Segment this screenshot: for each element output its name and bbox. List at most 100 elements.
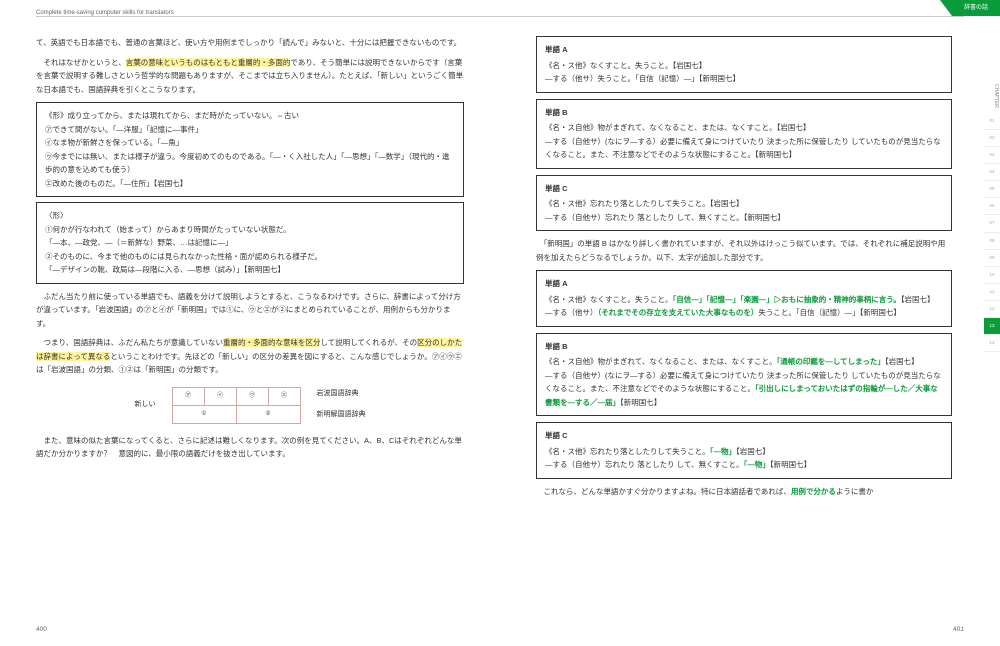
text: 【岩国七】	[885, 357, 919, 366]
line: ㋒今までには無い、または様子が違う。今度初めてのものである。「―・く入社した人」…	[45, 150, 455, 177]
chapter-tab[interactable]: 05	[984, 181, 1000, 198]
added-text: 「通帳の印鑑を―してしまった」	[777, 357, 885, 366]
chapter-tab[interactable]: 02	[984, 130, 1000, 147]
chapter-tab[interactable]: 03	[984, 147, 1000, 164]
cell: ①	[172, 405, 236, 423]
definition-box-1: 《形》成り立ってから、または現れてから、まだ時がたっていない。⇔古い ㋐できて間…	[36, 102, 464, 197]
line: 《形》成り立ってから、または現れてから、まだ時がたっていない。⇔古い	[45, 109, 455, 123]
label: 岩波国語辞典	[317, 388, 366, 401]
line: ―する（自他サ）(なにヲ―する）必要に備えて身につけていたり 決まった所に保管し…	[545, 135, 943, 162]
chapter-label: 辞書の話	[952, 0, 1000, 16]
line: ―する（他サ）（それまでその存立を支えていた大事なものを）失うこと。「自信（記憶…	[545, 306, 943, 320]
chapter-tab[interactable]: 04	[984, 164, 1000, 181]
line: 《名・ス他》忘れたり落としたりして失うこと。「―物」【岩国七】	[545, 445, 943, 459]
page-number: 400	[36, 624, 47, 636]
box-title: 単語 C	[545, 429, 943, 443]
chapter-heading: CHAPTER	[984, 80, 1000, 112]
chapter-tab[interactable]: 06	[984, 198, 1000, 215]
added-text: 「自信―」「記憶―」「楽園―」▷おもに抽象的・精神的事柄に言う。	[673, 295, 901, 304]
highlighted-text: 言葉の意味というものはもともと重層的・多面的	[126, 58, 291, 67]
paragraph: これなら、どんな単語かすぐ分かりますよね。特に日本語話者であれば、用例で分かるよ…	[536, 485, 952, 499]
line: ―する（自他サ）忘れたり 落としたり して、無くすこと。【新明国七】	[545, 211, 943, 225]
box-title: 単語 C	[545, 182, 943, 196]
running-header-left: Complete time-saving computer skills for…	[36, 8, 174, 19]
chapter-tab[interactable]: 14	[984, 335, 1000, 352]
chapter-tab[interactable]: 11	[984, 284, 1000, 301]
paragraph: ふだん当たり前に使っている単語でも、語義を分けて説明しようとすると、こうなるわけ…	[36, 290, 464, 331]
word-box-a2: 単語 A 《名・ス他》なくすこと。失うこと。「自信―」「記憶―」「楽園―」▷おも…	[536, 270, 952, 327]
chapter-tab[interactable]: 08	[984, 233, 1000, 250]
left-page: Complete time-saving computer skills for…	[0, 0, 500, 646]
line: 《名・ス自他》物がまぎれて、なくなること、または、なくすこと。「通帳の印鑑を―し…	[545, 355, 943, 369]
line: 〈形〉	[45, 209, 455, 223]
header-rule	[36, 16, 500, 17]
highlighted-text: 重層的・多面的な意味を区分	[223, 338, 321, 347]
added-text: 「―物」	[710, 447, 736, 456]
paragraph: つまり、国語辞典は、ふだん私たちが意識していない重層的・多面的な意味を区分して説…	[36, 336, 464, 377]
line: 《名・ス他》なくすこと。失うこと。【岩国七】	[545, 59, 943, 73]
chapter-tabs: CHAPTER 0102030405060708091011121314	[984, 80, 1000, 352]
page-number: 401	[953, 624, 964, 636]
cell: ②	[236, 405, 300, 423]
definition-boxes: 《形》成り立ってから、または現れてから、まだ時がたっていない。⇔古い ㋐できて間…	[36, 102, 464, 284]
text: 《名・ス自他》物がまぎれて、なくなること、または、なくすこと。	[545, 357, 777, 366]
line: ―する（他サ）失うこと。「自信（記憶）―」【新明国七】	[545, 72, 943, 86]
diagram-label-left: 新しい	[135, 399, 156, 412]
chapter-tab[interactable]: 09	[984, 250, 1000, 267]
text: 【岩国七】	[901, 295, 935, 304]
diagram-table: ㋐㋑㋒㋓ ①②	[172, 387, 301, 424]
text: つまり、国語辞典は、ふだん私たちが意識していない	[36, 338, 223, 347]
line: ㋐できて間がない。「―洋服」「記憶に―事件」	[45, 123, 455, 137]
left-content: て、英語でも日本語でも、普通の言葉ほど、使い方や用例までしっかり「読んで」みない…	[36, 36, 464, 461]
box-title: 単語 B	[545, 106, 943, 120]
text: ―する（他サ）	[545, 308, 598, 317]
chapter-tab[interactable]: 01	[984, 113, 1000, 130]
classification-diagram: 新しい ㋐㋑㋒㋓ ①② 岩波国語辞典 新明解国語辞典	[36, 387, 464, 424]
text: 《名・ス他》なくすこと。失うこと。	[545, 295, 673, 304]
cell: ㋐	[172, 387, 204, 405]
paragraph: て、英語でも日本語でも、普通の言葉ほど、使い方や用例までしっかり「読んで」みない…	[36, 36, 464, 50]
word-box-c2: 単語 C 《名・ス他》忘れたり落としたりして失うこと。「―物」【岩国七】 ―する…	[536, 422, 952, 479]
text: それはなぜかというと、	[36, 58, 126, 67]
cell: ㋑	[204, 387, 236, 405]
text: 【新明国七】	[770, 460, 811, 469]
chapter-tab[interactable]: 13	[984, 318, 1000, 335]
text: 【新明国七】	[620, 398, 661, 407]
text: ―する（自他サ）忘れたり 落としたり して、無くすこと。	[545, 460, 744, 469]
paragraph: 「新明国」の単語 B はかなり詳しく書かれていますが、それ以外はけっこう似ていま…	[536, 237, 952, 264]
cell: ㋓	[268, 387, 300, 405]
line: ①何かが行なわれて（始まって）からあまり時間がたっていない状態だ。	[45, 223, 455, 237]
right-content: 単語 A 《名・ス他》なくすこと。失うこと。【岩国七】 ―する（他サ）失うこと。…	[536, 36, 964, 498]
box-title: 単語 B	[545, 340, 943, 354]
chapter-tab[interactable]: 10	[984, 267, 1000, 284]
text: 《名・ス他》忘れたり落としたりして失うこと。	[545, 447, 710, 456]
line: ―する（自他サ）忘れたり 落としたり して、無くすこと。「―物」【新明国七】	[545, 458, 943, 472]
chapter-tab[interactable]: 12	[984, 301, 1000, 318]
cell: ㋒	[236, 387, 268, 405]
paragraph: それはなぜかというと、言葉の意味というものはもともと重層的・多面的であり、そう簡…	[36, 56, 464, 97]
chapter-tab[interactable]: 07	[984, 215, 1000, 232]
line: ㋓改めた後のものだ。「―住所」【岩国七】	[45, 177, 455, 191]
header-rule	[500, 16, 964, 17]
line: 《名・ス他》忘れたり落としたりして失うこと。【岩国七】	[545, 197, 943, 211]
line: 「―デザインの靴、政局は―段階に入る、―思想（試み）」【新明国七】	[45, 263, 455, 277]
text: ように書か	[836, 487, 874, 496]
text: 失うこと。「自信（記憶）―」【新明国七】	[758, 308, 901, 317]
diagram-labels-right: 岩波国語辞典 新明解国語辞典	[317, 388, 366, 421]
line: ―する（自他サ）(なにヲ―する）必要に備えて身につけていたり 決まった所に保管し…	[545, 369, 943, 410]
label: 新明解国語辞典	[317, 409, 366, 422]
word-box-a: 単語 A 《名・ス他》なくすこと。失うこと。【岩国七】 ―する（他サ）失うこと。…	[536, 36, 952, 93]
text: 【岩国七】	[736, 447, 770, 456]
line: 《名・ス自他》物がまぎれて、なくなること、または、なくすこと。【岩国七】	[545, 121, 943, 135]
line: 「―本、―政党、―（＝新鮮な）野菜、…は記憶に―」	[45, 236, 455, 250]
highlighted-text: 用例で分かる	[791, 487, 836, 496]
paragraph: また、意味の似た言葉になってくると、さらに記述は難しくなります。次の例を見てくだ…	[36, 434, 464, 461]
text: して説明してくれるが、その	[320, 338, 417, 347]
definition-box-2: 〈形〉 ①何かが行なわれて（始まって）からあまり時間がたっていない状態だ。 「―…	[36, 202, 464, 284]
box-title: 単語 A	[545, 277, 943, 291]
word-box-c: 単語 C 《名・ス他》忘れたり落としたりして失うこと。【岩国七】 ―する（自他サ…	[536, 175, 952, 232]
line: 《名・ス他》なくすこと。失うこと。「自信―」「記憶―」「楽園―」▷おもに抽象的・…	[545, 293, 943, 307]
word-box-b2: 単語 B 《名・ス自他》物がまぎれて、なくなること、または、なくすこと。「通帳の…	[536, 333, 952, 417]
added-text: （それまでその存立を支えていた大事なものを）	[598, 308, 759, 317]
line: ㋑なま物が新鮮さを保っている。「―魚」	[45, 136, 455, 150]
